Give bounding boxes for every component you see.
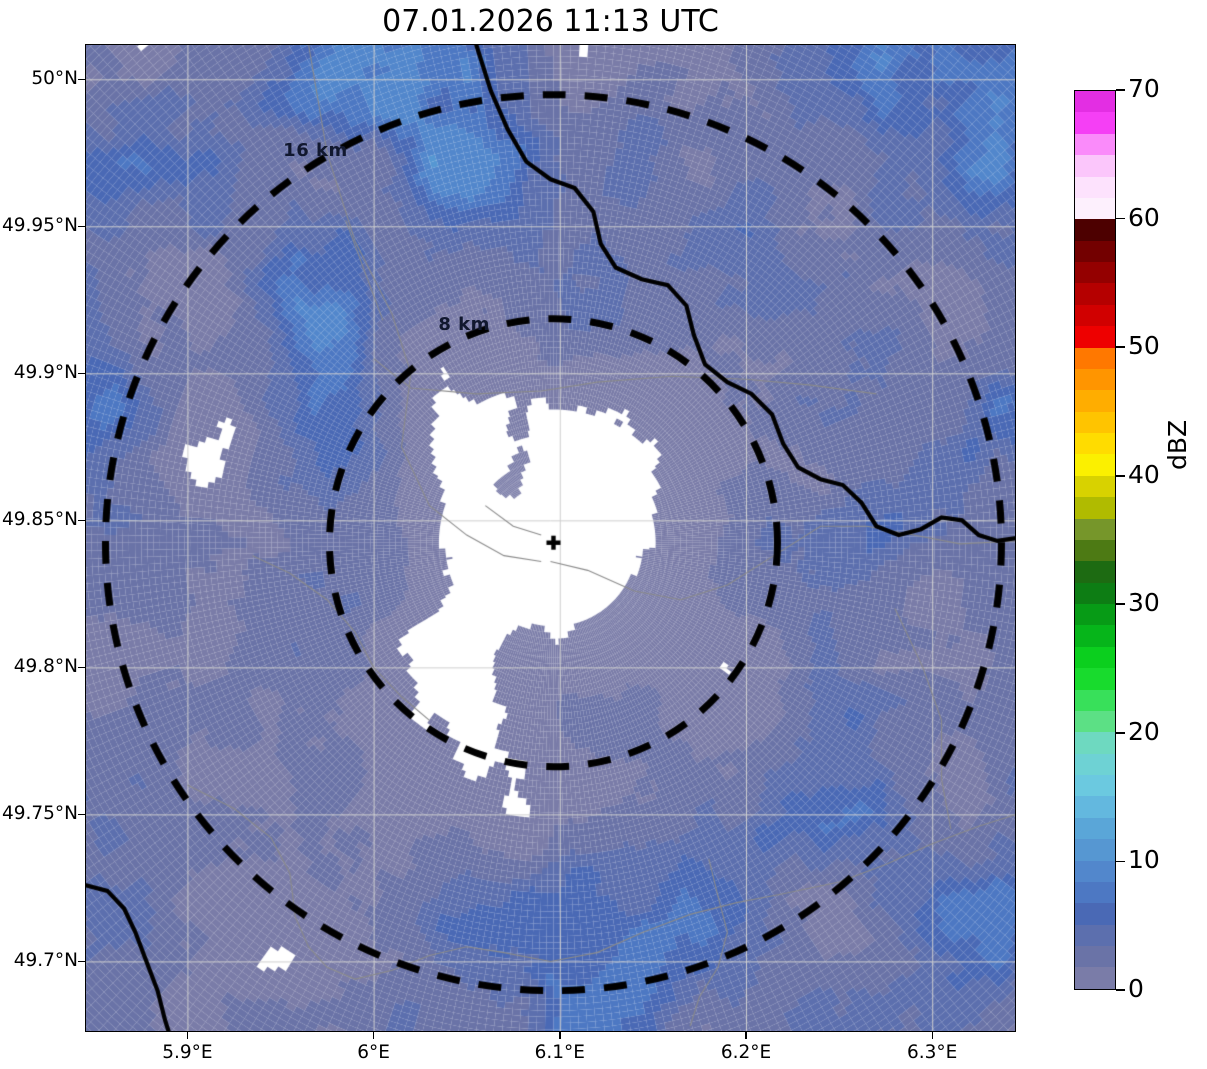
colorbar-band-37 (1075, 881, 1115, 904)
colorbar-tick-label-6: 10 (1128, 845, 1160, 875)
y-tick-mark-2 (78, 372, 85, 375)
range-ring-label-16km: 16 km (283, 140, 348, 162)
colorbar-band-28 (1075, 689, 1115, 711)
colorbar-band-13 (1075, 368, 1115, 391)
x-tick-label-2: 6.1°E (534, 1042, 585, 1063)
colorbar-band-35 (1075, 839, 1115, 861)
colorbar-band-40 (1075, 946, 1115, 968)
page-title: 07.01.2026 11:13 UTC (382, 4, 719, 39)
colorbar-band-30 (1075, 732, 1115, 754)
y-tick-mark-1 (78, 225, 85, 228)
x-tick-mark-2 (559, 1032, 561, 1039)
range-ring-label-8km: 8 km (438, 313, 490, 335)
colorbar-band-5 (1075, 197, 1115, 220)
colorbar-band-6 (1075, 219, 1115, 241)
colorbar-band-0 (1075, 91, 1115, 113)
colorbar-band-17 (1075, 454, 1115, 476)
colorbar-band-31 (1075, 753, 1115, 775)
x-tick-label-3: 6.2°E (720, 1042, 772, 1063)
y-tick-mark-4 (78, 666, 85, 669)
colorbar-band-29 (1075, 710, 1115, 733)
y-tick-mark-5 (78, 813, 85, 816)
colorbar-tick-label-2: 50 (1128, 331, 1160, 361)
colorbar-tick-label-7: 0 (1128, 974, 1144, 1003)
colorbar-band-23 (1075, 582, 1115, 604)
y-tick-label-6: 49.7°N (13, 950, 78, 972)
colorbar-band-1 (1075, 112, 1115, 134)
colorbar-band-20 (1075, 518, 1115, 540)
colorbar-band-15 (1075, 411, 1115, 433)
colorbar-band-32 (1075, 775, 1115, 797)
x-tick-label-1: 6°E (357, 1042, 390, 1063)
y-tick-label-0: 50°N (31, 68, 78, 90)
colorbar-band-24 (1075, 604, 1115, 626)
colorbar-tick-7 (1116, 989, 1125, 991)
x-tick-label-4: 6.3°E (907, 1042, 958, 1063)
colorbar-tick-6 (1116, 860, 1125, 863)
y-tick-label-4: 49.8°N (13, 656, 78, 678)
colorbar-tick-2 (1116, 346, 1125, 348)
map-overlay-layer (85, 44, 1016, 1032)
colorbar-band-18 (1075, 475, 1115, 498)
y-tick-mark-3 (78, 519, 85, 522)
colorbar-band-9 (1075, 283, 1115, 305)
colorbar-band-33 (1075, 796, 1115, 818)
colorbar-band-14 (1075, 390, 1115, 412)
colorbar-tick-0 (1116, 89, 1125, 91)
colorbar-band-2 (1075, 133, 1115, 156)
colorbar-tick-5 (1116, 732, 1125, 734)
colorbar-tick-label-0: 70 (1128, 74, 1160, 103)
colorbar-band-12 (1075, 347, 1115, 369)
colorbar-title: dBZ (1163, 419, 1192, 470)
colorbar-band-22 (1075, 561, 1115, 583)
colorbar-tick-label-5: 20 (1128, 716, 1160, 746)
colorbar-band-27 (1075, 668, 1115, 690)
y-tick-label-3: 49.85°N (1, 509, 78, 531)
colorbar-band-7 (1075, 240, 1115, 262)
x-tick-mark-4 (931, 1032, 933, 1039)
y-tick-label-2: 49.9°N (13, 362, 78, 384)
colorbar-tick-label-1: 60 (1128, 202, 1160, 232)
colorbar-tick-4 (1116, 603, 1125, 606)
colorbar-band-3 (1075, 155, 1115, 177)
colorbar-band-26 (1075, 646, 1115, 669)
colorbar-tick-label-4: 30 (1128, 588, 1160, 618)
colorbar-band-34 (1075, 817, 1115, 840)
colorbar-band-25 (1075, 625, 1115, 647)
radar-plot-area[interactable]: 16 km 8 km (85, 44, 1016, 1032)
colorbar-band-41 (1075, 967, 1115, 989)
x-tick-mark-0 (186, 1032, 189, 1039)
colorbar-band-8 (1075, 262, 1115, 284)
colorbar-band-11 (1075, 326, 1115, 348)
colorbar-tick-3 (1116, 474, 1125, 477)
colorbar-band-19 (1075, 497, 1115, 519)
y-tick-mark-0 (78, 78, 85, 81)
y-tick-label-1: 49.95°N (1, 215, 78, 237)
colorbar-band-16 (1075, 433, 1115, 455)
colorbar-band-36 (1075, 860, 1115, 882)
x-tick-label-0: 5.9°E (162, 1042, 213, 1063)
colorbar-band-4 (1075, 176, 1115, 198)
x-tick-mark-1 (372, 1032, 375, 1039)
colorbar-band-10 (1075, 304, 1115, 327)
x-tick-mark-3 (745, 1032, 747, 1039)
colorbar-band-21 (1075, 539, 1115, 562)
colorbar-band-38 (1075, 903, 1115, 925)
colorbar-tick-1 (1116, 217, 1125, 220)
colorbar-tick-label-3: 40 (1128, 459, 1160, 489)
y-tick-mark-6 (78, 960, 85, 963)
colorbar[interactable] (1074, 90, 1116, 990)
colorbar-band-39 (1075, 924, 1115, 946)
y-tick-label-5: 49.75°N (1, 803, 78, 825)
